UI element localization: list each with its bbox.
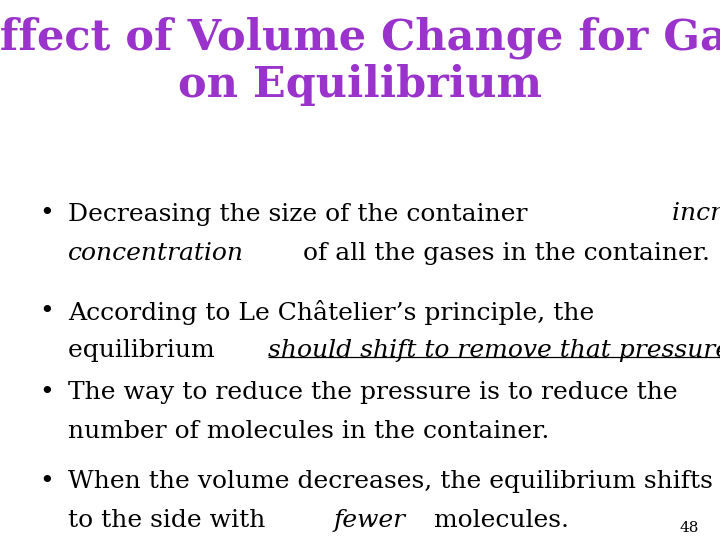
Text: fewer: fewer (333, 509, 405, 532)
Text: increases the: increases the (672, 202, 720, 226)
Text: According to Le Châtelier’s principle, the: According to Le Châtelier’s principle, t… (68, 300, 595, 325)
Text: concentration: concentration (68, 242, 244, 265)
Text: to the side with: to the side with (68, 509, 274, 532)
Text: equilibrium: equilibrium (68, 339, 223, 362)
Text: number of molecules in the container.: number of molecules in the container. (68, 420, 550, 443)
Text: should shift to remove that pressure: should shift to remove that pressure (268, 339, 720, 362)
Text: •: • (40, 202, 54, 226)
Text: •: • (40, 470, 54, 493)
Text: 48: 48 (679, 521, 698, 535)
Text: of all the gases in the container.: of all the gases in the container. (295, 242, 711, 265)
Text: Decreasing the size of the container: Decreasing the size of the container (68, 202, 536, 226)
Text: When the volume decreases, the equilibrium shifts: When the volume decreases, the equilibri… (68, 470, 714, 493)
Text: •: • (40, 300, 54, 323)
Text: The way to reduce the pressure is to reduce the: The way to reduce the pressure is to red… (68, 381, 678, 404)
Text: Effect of Volume Change for Gas
on Equilibrium: Effect of Volume Change for Gas on Equil… (0, 16, 720, 106)
Text: •: • (40, 381, 54, 404)
Text: molecules.: molecules. (426, 509, 570, 532)
